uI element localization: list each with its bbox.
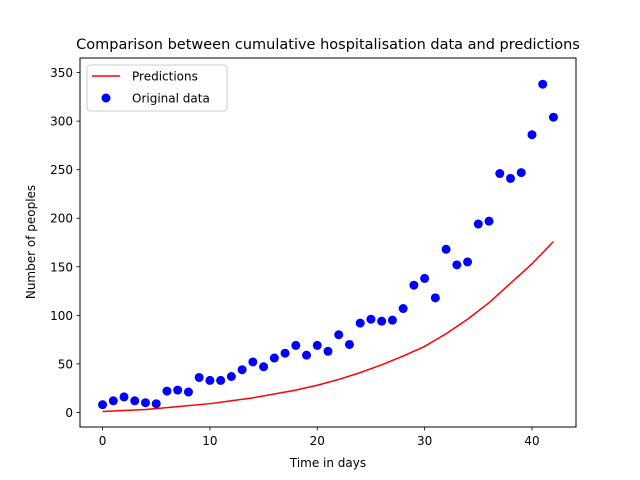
legend-label: Original data — [132, 92, 210, 106]
data-point — [173, 385, 183, 395]
data-point — [323, 346, 333, 356]
data-point — [473, 219, 483, 229]
y-tick-label: 0 — [65, 406, 73, 420]
data-point — [495, 169, 505, 179]
y-tick-label: 50 — [58, 357, 73, 371]
x-tick-label: 10 — [202, 434, 217, 448]
data-point — [420, 273, 430, 283]
data-point — [108, 396, 118, 406]
data-point — [269, 353, 279, 363]
data-point — [237, 365, 247, 375]
series-line-predictions — [102, 241, 554, 413]
axes-frame — [79, 57, 577, 428]
data-point — [312, 340, 322, 350]
data-point — [205, 375, 215, 385]
y-tick-label: 150 — [50, 260, 73, 274]
data-point — [430, 293, 440, 303]
data-point — [226, 372, 236, 382]
data-point — [366, 314, 376, 324]
data-point — [119, 392, 129, 402]
x-axis-label: Time in days — [289, 456, 366, 470]
data-point — [194, 372, 204, 382]
x-tick-label: 30 — [417, 434, 432, 448]
data-point — [409, 280, 419, 290]
data-point — [334, 330, 344, 340]
legend: Predictions Original data — [86, 64, 228, 112]
data-point — [140, 398, 150, 408]
data-point — [259, 362, 269, 372]
legend-box — [86, 64, 228, 112]
data-point — [441, 244, 451, 254]
data-point — [216, 375, 226, 385]
data-point — [377, 316, 387, 326]
data-point — [98, 400, 108, 410]
data-point — [452, 260, 462, 270]
plot-area: 0 10 20 30 40 0 50 100 150 200 250 300 350 — [50, 66, 558, 448]
data-point — [355, 318, 365, 328]
data-point — [484, 216, 494, 226]
data-point — [344, 339, 354, 349]
legend-label: Predictions — [132, 70, 198, 84]
data-point — [538, 79, 548, 89]
y-tick-label: 250 — [50, 163, 73, 177]
x-tick-label: 0 — [99, 434, 107, 448]
data-point — [151, 399, 161, 409]
chart-title: Comparison between cumulative hospitalis… — [76, 37, 580, 53]
data-point — [162, 386, 172, 396]
data-point — [248, 357, 258, 367]
data-point — [506, 173, 516, 183]
legend-marker-swatch — [101, 93, 111, 103]
data-point — [183, 387, 193, 397]
y-tick-label: 350 — [50, 66, 73, 80]
data-point — [516, 168, 526, 178]
data-point — [398, 304, 408, 314]
x-tick-label: 20 — [310, 434, 325, 448]
data-point — [387, 315, 397, 325]
x-tick-label: 40 — [524, 434, 539, 448]
data-point — [463, 257, 473, 267]
data-point — [291, 340, 301, 350]
data-point — [302, 350, 312, 360]
y-axis-label: Number of peoples — [24, 185, 38, 299]
data-point — [280, 348, 290, 358]
data-point — [527, 130, 537, 140]
data-point — [548, 112, 558, 122]
y-tick-label: 300 — [50, 115, 73, 129]
y-tick-label: 100 — [50, 309, 73, 323]
y-tick-label: 200 — [50, 212, 73, 226]
data-point — [130, 396, 140, 406]
